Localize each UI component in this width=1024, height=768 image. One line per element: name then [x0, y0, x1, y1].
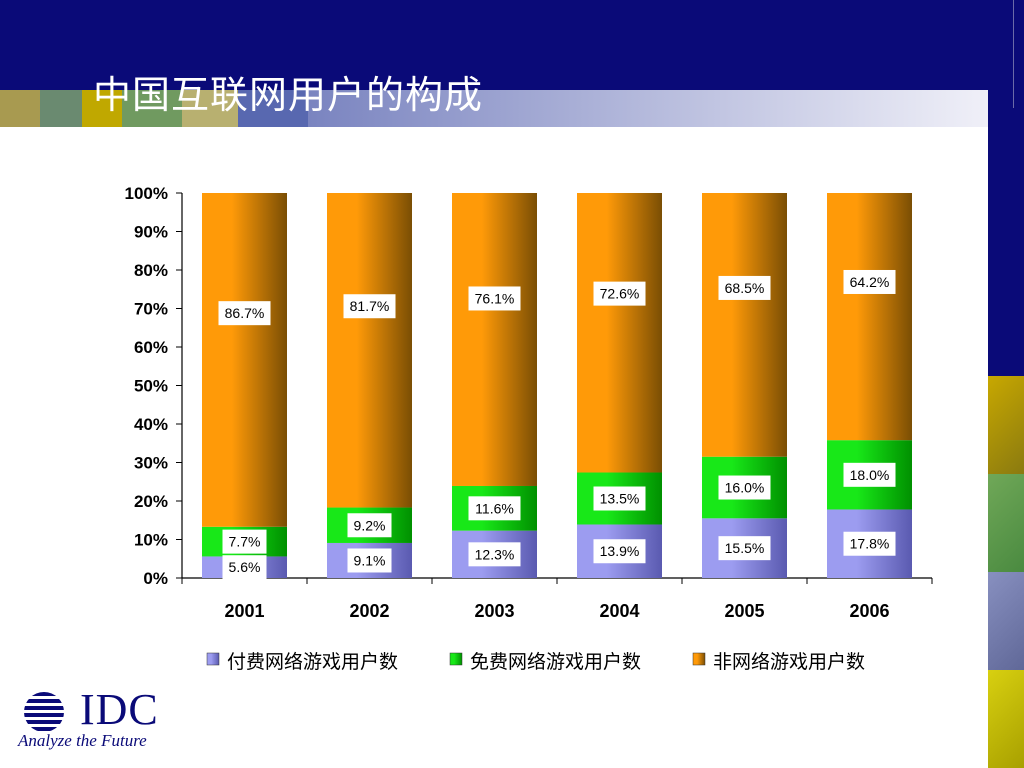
- data-label-box: [718, 475, 771, 500]
- decorative-ribbon: [0, 90, 988, 127]
- x-tick-label: 2002: [349, 601, 389, 621]
- y-tick-label: 60%: [134, 338, 168, 357]
- data-label: 13.5%: [600, 490, 640, 506]
- bar-segment: [452, 193, 537, 486]
- data-label-box: [593, 486, 646, 511]
- data-label: 15.5%: [725, 540, 765, 556]
- decorative-tiles: [988, 376, 1024, 768]
- y-tick-label: 30%: [134, 454, 168, 473]
- data-label: 68.5%: [725, 280, 765, 296]
- data-label-box: [593, 539, 646, 564]
- legend-label: 非网络游戏用户数: [713, 651, 865, 673]
- legend-swatch: [692, 652, 706, 666]
- data-label-box: [718, 275, 771, 300]
- x-tick-label: 2006: [849, 601, 889, 621]
- data-label-box: [843, 269, 896, 294]
- data-label-box: [843, 462, 896, 487]
- x-tick-label: 2004: [599, 601, 639, 621]
- x-tick-label: 2003: [474, 601, 514, 621]
- legend-label: 免费网络游戏用户数: [470, 651, 641, 673]
- data-label: 86.7%: [225, 305, 265, 321]
- data-label-box: [468, 286, 521, 311]
- y-tick-label: 70%: [134, 300, 168, 319]
- legend-label: 付费网络游戏用户数: [227, 651, 398, 673]
- data-label-box: [218, 301, 271, 326]
- data-label: 16.0%: [725, 480, 765, 496]
- data-label-box: [468, 542, 521, 567]
- y-tick-label: 0%: [143, 569, 168, 588]
- data-label: 17.8%: [850, 536, 890, 552]
- data-label: 81.7%: [350, 298, 390, 314]
- data-label-box: [222, 555, 267, 580]
- y-tick-label: 40%: [134, 415, 168, 434]
- data-label: 9.2%: [354, 517, 386, 533]
- idc-logo: IDC Analyze the Future: [16, 685, 166, 752]
- logo-wordmark: IDC: [80, 685, 159, 734]
- data-label: 5.6%: [229, 559, 261, 575]
- data-label: 7.7%: [229, 534, 261, 550]
- globe-icon: [24, 692, 64, 731]
- data-label-box: [593, 281, 646, 306]
- y-tick-label: 80%: [134, 261, 168, 280]
- bar-segment: [827, 193, 912, 441]
- data-label: 13.9%: [600, 543, 640, 559]
- data-label-box: [843, 531, 896, 556]
- data-label: 9.1%: [354, 552, 386, 568]
- y-tick-label: 90%: [134, 223, 168, 242]
- data-label: 11.6%: [475, 500, 514, 516]
- y-tick-label: 100%: [125, 184, 168, 203]
- data-label: 12.3%: [475, 546, 515, 562]
- bar-segment: [202, 193, 287, 527]
- legend-swatch: [206, 652, 220, 666]
- y-tick-label: 20%: [134, 492, 168, 511]
- data-label-box: [718, 536, 771, 561]
- y-tick-label: 10%: [134, 531, 168, 550]
- y-tick-label: 50%: [134, 377, 168, 396]
- x-tick-label: 2005: [724, 601, 764, 621]
- bar-segment: [702, 193, 787, 457]
- bar-segment: [327, 193, 412, 508]
- legend-swatch: [449, 652, 463, 666]
- slide-title-overlay: 中国互联网用户的构成: [93, 73, 484, 117]
- data-label: 64.2%: [850, 274, 890, 290]
- data-label-box: [222, 529, 267, 554]
- data-label-box: [347, 513, 392, 538]
- x-tick-label: 2001: [224, 601, 264, 621]
- bar-segment: [577, 193, 662, 473]
- data-label-box: [343, 294, 396, 319]
- data-label: 76.1%: [475, 290, 515, 306]
- data-label-box: [468, 496, 521, 521]
- data-label-box: [347, 548, 392, 573]
- data-label: 72.6%: [600, 286, 640, 302]
- logo-tagline: Analyze the Future: [18, 731, 147, 750]
- data-label: 18.0%: [850, 467, 890, 483]
